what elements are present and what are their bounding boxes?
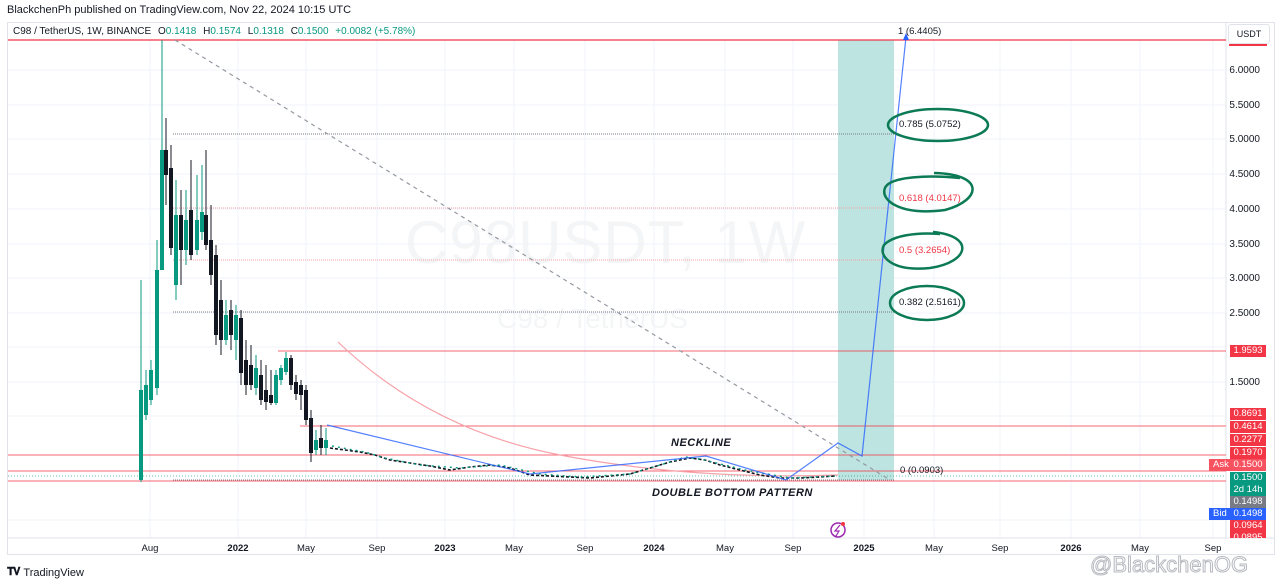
time-tick: May [1131,543,1149,554]
published-header: BlackchenPh published on TradingView.com… [7,4,352,16]
time-tick: Aug [141,543,159,554]
projection-arrow-icon [903,33,909,40]
time-tick: Sep [576,543,594,554]
symbol-description-watermark: C98 / TetherUS [497,303,688,334]
price-badge-00895: 0.0895 [1230,532,1266,538]
time-tick: May [925,543,943,554]
time-tick: Sep [784,543,802,554]
ask-price-badge: 0.1500 [1230,459,1266,471]
time-tick: Sep [991,543,1009,554]
fib-label-0: 0 (0.0903) [900,465,944,476]
highlight-circles [881,107,990,322]
price-tick: 6.0000 [1229,65,1260,76]
price-badge-08691: 0.8691 [1230,408,1266,420]
price-tick: 3.0000 [1229,273,1260,284]
price-badge-01498: 0.1498 [1230,496,1266,508]
time-tick: 2022 [227,543,249,554]
price-badge-00964: 0.0964 [1230,520,1266,532]
close-value: 0.1500 [297,26,329,37]
time-tick: Sep [1204,543,1222,554]
symbol-name[interactable]: C98 / TetherUS, 1W, BINANCE [13,26,152,37]
rounding-arc [337,341,839,477]
high-value: 0.1574 [210,26,241,37]
fib-label-1: 1 (6.4405) [898,26,942,37]
time-tick: 2023 [434,543,456,554]
price-badge-01970: 0.1970 [1230,447,1266,459]
change-value: +0.0082 (+5.78%) [335,26,416,37]
descending-trendline [174,39,891,481]
ask-label: Ask [1209,459,1233,471]
symbol-watermark: C98USDT, 1W [405,209,807,276]
time-tick: May [297,543,315,554]
last-price-badge: 0.1500 [1230,472,1266,484]
grid-lines [8,40,1226,538]
price-badge-02277: 0.2277 [1230,434,1266,446]
time-tick: May [505,543,523,554]
fib-label-05: 0.5 (3.2654) [899,245,951,256]
currency-button[interactable]: USDT [1228,24,1270,44]
tradingview-logo-icon: 𝐓𝐕 [7,566,20,578]
countdown-badge: 2d 14h [1230,484,1266,496]
bid-price-badge: 0.1498 [1230,508,1266,520]
neckline-annotation: NECKLINE [671,437,732,449]
fib-label-0618: 0.618 (4.0147) [899,193,961,204]
lightning-icon [830,522,846,538]
author-watermark: @BlackchenOG [1089,552,1249,578]
price-tick: 2.5000 [1229,308,1260,319]
time-tick: 2025 [853,543,875,554]
price-badge-04614: 0.4614 [1230,421,1266,433]
time-tick: 2026 [1060,543,1082,554]
bid-label: Bid [1209,508,1231,520]
time-tick: May [716,543,734,554]
projection-path [326,36,907,481]
open-value: 0.1418 [165,26,197,37]
price-tick: 3.5000 [1229,239,1260,250]
fib-label-0382: 0.382 (2.5161) [899,297,961,308]
time-tick: 2024 [643,543,665,554]
price-tick: 4.0000 [1229,204,1260,215]
price-tick: 5.0000 [1229,134,1260,145]
time-tick: Sep [368,543,386,554]
low-value: 0.1318 [253,26,284,37]
price-tick: 4.5000 [1229,169,1260,180]
candles [139,40,836,482]
fib-label-0785: 0.785 (5.0752) [899,119,961,130]
resistance-lines [8,350,1226,482]
price-tick: 1.5000 [1229,377,1260,388]
tradingview-logo[interactable]: 𝐓𝐕 TradingView [7,566,84,579]
tradingview-brand: TradingView [23,566,84,579]
price-tick: 5.5000 [1229,100,1260,111]
double-bottom-annotation: DOUBLE BOTTOM PATTERN [652,487,813,499]
chart-pane[interactable] [7,22,1275,555]
price-badge-19593: 1.9593 [1230,345,1266,357]
currency-underline [1229,44,1267,46]
symbol-legend[interactable]: C98 / TetherUS, 1W, BINANCE O0.1418 H0.1… [13,26,416,37]
